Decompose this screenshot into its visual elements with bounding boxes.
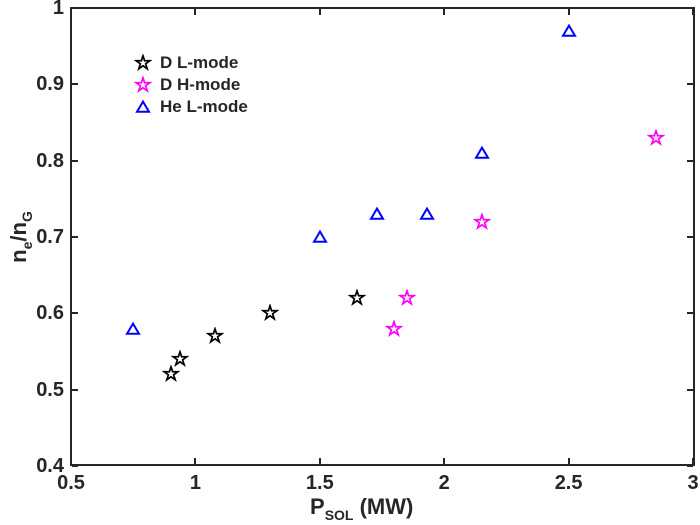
x-axis-top-tick bbox=[443, 9, 446, 15]
y-axis-tick bbox=[72, 465, 78, 467]
x-axis-tick bbox=[443, 458, 446, 464]
triangle-up-icon bbox=[419, 206, 435, 220]
pentagram-icon bbox=[347, 288, 367, 307]
y-axis-tick bbox=[72, 7, 78, 9]
data-point-d-h-mode bbox=[646, 127, 666, 147]
y-tick-label: 1 bbox=[52, 0, 64, 19]
legend-item-he-l-mode: He L-mode bbox=[134, 96, 248, 118]
y-axis-right-tick bbox=[687, 465, 693, 467]
x-axis-label: PSOL (MW) bbox=[310, 494, 414, 523]
data-point-d-l-mode bbox=[347, 288, 367, 307]
y-tick-label: 0.6 bbox=[36, 302, 64, 325]
y-axis-label-sub-g: G bbox=[19, 211, 35, 223]
y-axis-tick bbox=[72, 312, 78, 315]
triangle-up-icon bbox=[125, 321, 141, 335]
triangle-up-icon bbox=[369, 206, 385, 220]
y-axis-right-tick bbox=[687, 7, 693, 9]
x-axis-top-tick bbox=[194, 9, 197, 15]
y-axis-tick bbox=[72, 83, 78, 86]
y-tick-label: 0.5 bbox=[36, 378, 64, 401]
pentagram-icon bbox=[397, 288, 417, 307]
data-point-he-l-mode bbox=[418, 205, 436, 223]
x-axis-top-tick bbox=[567, 9, 570, 15]
y-axis-right-tick bbox=[687, 83, 693, 86]
pentagram-icon bbox=[384, 318, 404, 337]
legend: D L-mode D H-mode He L-mode bbox=[134, 52, 248, 118]
data-point-he-l-mode bbox=[560, 22, 578, 40]
x-tick-label: 2 bbox=[438, 472, 450, 494]
y-axis-right-tick bbox=[687, 312, 693, 315]
pentagram-icon bbox=[472, 211, 491, 230]
plot-area: D L-mode D H-mode He L-mode bbox=[70, 7, 695, 467]
pentagram-icon bbox=[171, 349, 190, 368]
x-axis-label-main: P bbox=[310, 494, 325, 519]
data-point-he-l-mode bbox=[311, 228, 329, 246]
x-axis-label-units: (MW) bbox=[353, 494, 414, 519]
x-axis-tick bbox=[567, 458, 570, 464]
triangle-up-icon bbox=[312, 229, 328, 243]
data-point-he-l-mode bbox=[473, 144, 491, 162]
x-tick-label: 1 bbox=[189, 472, 201, 494]
x-tick-label: 1.5 bbox=[305, 472, 334, 494]
data-point-he-l-mode bbox=[124, 320, 142, 338]
pentagram-icon bbox=[260, 303, 280, 322]
triangle-up-icon bbox=[560, 23, 577, 37]
data-point-d-l-mode bbox=[171, 349, 190, 368]
triangle-up-icon bbox=[473, 145, 490, 159]
pentagram-icon bbox=[646, 127, 666, 146]
y-axis-tick bbox=[72, 159, 78, 162]
data-point-d-l-mode bbox=[205, 326, 225, 345]
x-tick-label: 3 bbox=[687, 472, 699, 494]
legend-triangle-up-icon bbox=[135, 99, 151, 113]
legend-item-d-l-mode: D L-mode bbox=[134, 52, 248, 74]
legend-label: D H-mode bbox=[160, 75, 241, 94]
data-point-d-l-mode bbox=[260, 303, 280, 322]
data-point-d-l-mode bbox=[161, 364, 180, 383]
data-point-d-h-mode bbox=[472, 211, 491, 231]
x-tick-label: 2.5 bbox=[554, 472, 583, 494]
legend-label: D L-mode bbox=[160, 53, 239, 72]
x-axis-label-sub: SOL bbox=[324, 507, 354, 523]
legend-item-d-h-mode: D H-mode bbox=[134, 74, 248, 96]
data-point-he-l-mode bbox=[368, 205, 386, 223]
y-axis-tick bbox=[72, 236, 78, 238]
y-tick-label: 0.9 bbox=[36, 73, 64, 96]
data-point-d-h-mode bbox=[397, 288, 417, 307]
x-axis-top-tick bbox=[318, 9, 321, 15]
y-axis-right-tick bbox=[687, 159, 693, 162]
legend-pentagram-icon bbox=[134, 54, 152, 72]
y-tick-label: 0.7 bbox=[36, 226, 64, 248]
x-axis-tick bbox=[70, 458, 72, 464]
legend-label: He L-mode bbox=[160, 97, 248, 116]
y-axis-right-tick bbox=[687, 388, 693, 391]
x-axis-top-tick bbox=[70, 9, 72, 15]
pentagram-icon bbox=[161, 364, 180, 383]
pentagram-icon bbox=[205, 326, 225, 345]
y-axis-tick bbox=[72, 388, 78, 391]
legend-pentagram-icon bbox=[134, 76, 152, 94]
x-axis-tick bbox=[692, 458, 694, 464]
data-point-d-h-mode bbox=[384, 318, 404, 338]
y-axis-right-tick bbox=[687, 236, 693, 238]
x-axis-top-tick bbox=[692, 9, 694, 15]
y-tick-label: 0.8 bbox=[36, 149, 64, 172]
x-axis-tick bbox=[318, 458, 321, 464]
y-axis-label-main: n bbox=[6, 249, 31, 263]
y-tick-label: 0.4 bbox=[36, 455, 64, 477]
x-tick-label: 0.5 bbox=[57, 472, 85, 494]
x-axis-tick bbox=[194, 458, 197, 464]
